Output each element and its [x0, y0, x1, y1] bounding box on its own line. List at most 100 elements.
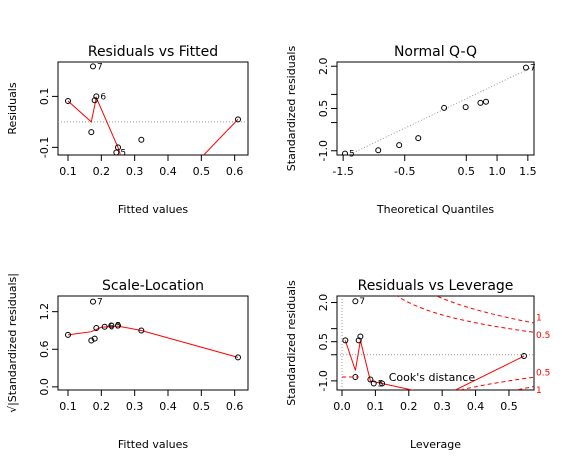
x-tick-label: 0.4 [159, 165, 177, 178]
cooks-distance-contour [435, 296, 534, 324]
data-point [367, 376, 374, 383]
panel-title: Residuals vs Leverage [358, 278, 514, 294]
data-point [477, 99, 484, 106]
cooks-contour-label: 0.5 [536, 331, 550, 341]
data-point [113, 149, 120, 155]
panel-3: Scale-Location 0.1 0.2 0.3 0.4 0.5 0.6 0.0 0.6 1.… [6, 273, 249, 451]
y-tick-label: 2.0 [317, 294, 330, 312]
data-point [235, 116, 241, 123]
y-tick-label: 0.5 [317, 100, 330, 118]
y-tick-label: 0.1 [38, 88, 51, 106]
point-label: 5 [349, 150, 355, 160]
x-tick-label: 0.1 [367, 400, 385, 413]
y-tick-label: 0.0 [38, 378, 51, 396]
x-axis-label: Leverage [410, 438, 461, 451]
point-label: 6 [109, 323, 115, 333]
data-point [101, 323, 108, 330]
data-point [91, 335, 98, 342]
panel-2: Normal Q-Q -1.5 -0.5 0.5 1.0 1.5 -1.0 0.5 2.0 The… [285, 44, 537, 216]
x-tick-label: 0.0 [333, 400, 351, 413]
y-axis-label: Residuals [6, 82, 19, 134]
data-point [396, 142, 403, 149]
point-label: 7 [530, 64, 536, 74]
data-point [352, 298, 359, 305]
point-label: 7 [97, 62, 103, 72]
data-point [115, 322, 121, 329]
y-axis-label: Standardized residuals [285, 280, 298, 406]
x-tick-label: 0.3 [126, 165, 144, 178]
data-point [520, 353, 527, 360]
data-point [90, 63, 96, 70]
data-point [108, 322, 115, 329]
cooks-contour-label: 1 [536, 386, 542, 396]
data-point [342, 337, 349, 344]
panel-title: Scale-Location [102, 278, 204, 294]
data-point [93, 93, 100, 100]
cooks-contour-label: 0.5 [536, 369, 550, 379]
y-tick-label: 1.2 [38, 303, 51, 321]
cooks-contour-label: 1 [536, 313, 542, 323]
data-point [415, 135, 422, 142]
data-point [462, 104, 469, 111]
x-axis-label: Fitted values [118, 438, 189, 451]
qq-reference-line [347, 65, 534, 155]
x-tick-label: 0.2 [93, 400, 111, 413]
data-point [115, 144, 121, 151]
x-tick-label: -0.5 [394, 165, 415, 178]
x-tick-label: 1.0 [488, 165, 506, 178]
x-tick-label: 0.3 [126, 400, 144, 413]
panel-title: Normal Q-Q [394, 44, 477, 60]
panel-1: Residuals vs Fitted 0.1 0.2 0.3 0.4 0.5 0.6 -0.… [6, 44, 249, 216]
y-tick-label: -0.1 [38, 137, 51, 158]
plot-frame [336, 61, 535, 156]
plot-area [337, 296, 534, 390]
data-point [93, 324, 100, 331]
point-label: 5 [120, 148, 126, 158]
cooks-distance-label: Cook's distance [389, 371, 476, 384]
data-point [88, 337, 95, 344]
x-axis-label: Theoretical Quantiles [376, 203, 494, 216]
plot-area [65, 298, 241, 361]
panel-4: Residuals vs Leverage 0.0 0.1 0.2 0.3 0.4 0.5 -… [285, 278, 550, 451]
x-tick-label: 0.2 [93, 165, 111, 178]
x-axis-label: Fitted values [118, 203, 189, 216]
data-point [65, 97, 71, 104]
x-tick-label: 0.5 [193, 165, 211, 178]
data-point [90, 298, 96, 305]
y-axis-label: Standardized residuals [285, 46, 298, 172]
plot-frame [57, 61, 249, 156]
x-tick-label: 0.5 [500, 400, 518, 413]
plot-area [58, 63, 248, 155]
point-label: 6 [100, 92, 106, 102]
y-tick-label: 2.0 [317, 57, 330, 75]
data-point [88, 129, 95, 136]
x-tick-label: 0.6 [226, 400, 244, 413]
data-point [342, 150, 349, 155]
point-label: 7 [359, 297, 365, 307]
point-label: 5 [378, 379, 384, 389]
data-point [65, 331, 71, 338]
data-point [441, 104, 448, 111]
cooks-distance-contour [396, 296, 534, 333]
smoother-line [344, 340, 525, 390]
cooks-distance-contour [458, 376, 534, 390]
x-tick-label: 0.4 [467, 400, 485, 413]
data-point [370, 380, 377, 387]
data-point [522, 64, 529, 71]
smoother-line [67, 325, 239, 358]
x-tick-label: 0.4 [159, 400, 177, 413]
x-tick-label: -1.5 [332, 165, 353, 178]
data-point [357, 333, 364, 340]
x-tick-label: 0.1 [59, 165, 77, 178]
data-point [375, 147, 382, 154]
x-tick-label: 1.5 [519, 165, 537, 178]
x-tick-label: 0.2 [400, 400, 418, 413]
point-label: 5 [115, 321, 121, 331]
smoother-line [67, 96, 239, 155]
y-tick-label: 0.6 [38, 341, 51, 359]
plot-area [342, 64, 534, 155]
plot-frame [57, 295, 249, 391]
y-tick-label: -1.0 [317, 140, 330, 161]
data-point [235, 354, 241, 361]
